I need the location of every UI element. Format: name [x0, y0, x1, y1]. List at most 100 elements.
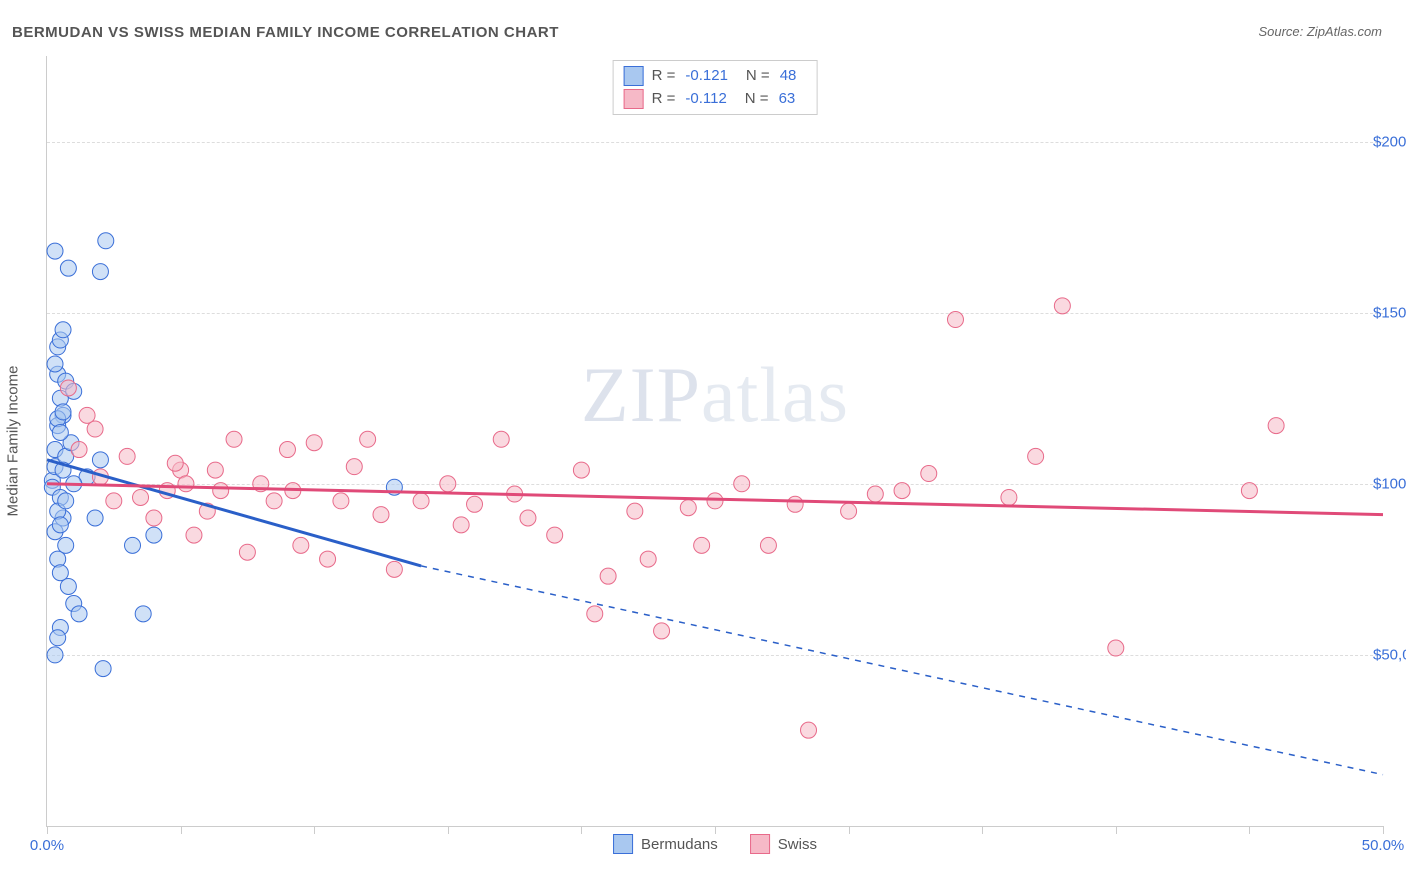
r-bermudans: -0.121 — [685, 65, 728, 88]
data-point — [787, 496, 803, 512]
n-swiss: 63 — [779, 88, 796, 111]
data-point — [87, 421, 103, 437]
data-point — [1268, 418, 1284, 434]
swatch-swiss — [624, 89, 644, 109]
data-point — [55, 404, 71, 420]
y-axis-title: Median Family Income — [5, 366, 22, 517]
data-point — [92, 452, 108, 468]
trend-line-extrapolated — [421, 566, 1383, 775]
legend-swatch-bermudans — [613, 834, 633, 854]
data-point — [320, 551, 336, 567]
data-point — [135, 606, 151, 622]
scatter-svg — [47, 56, 1383, 826]
stats-row-bermudans: R = -0.121 N = 48 — [624, 65, 807, 88]
data-point — [1108, 640, 1124, 656]
data-point — [547, 527, 563, 543]
data-point — [52, 424, 68, 440]
x-tick — [1383, 826, 1384, 834]
data-point — [50, 630, 66, 646]
data-point — [213, 483, 229, 499]
data-point — [306, 435, 322, 451]
x-tick — [47, 826, 48, 834]
data-point — [186, 527, 202, 543]
data-point — [47, 356, 63, 372]
data-point — [587, 606, 603, 622]
x-tick — [314, 826, 315, 834]
x-tick — [1249, 826, 1250, 834]
x-tick — [181, 826, 182, 834]
chart-title: BERMUDAN VS SWISS MEDIAN FAMILY INCOME C… — [12, 24, 559, 41]
data-point — [98, 233, 114, 249]
data-point — [125, 537, 141, 553]
data-point — [60, 260, 76, 276]
data-point — [760, 537, 776, 553]
data-point — [467, 496, 483, 512]
data-point — [707, 493, 723, 509]
data-point — [360, 431, 376, 447]
data-point — [146, 527, 162, 543]
data-point — [493, 431, 509, 447]
data-point — [71, 606, 87, 622]
data-point — [178, 476, 194, 492]
plot-area: Median Family Income ZIPatlas $50,000$10… — [46, 56, 1383, 827]
data-point — [119, 448, 135, 464]
data-point — [60, 578, 76, 594]
data-point — [440, 476, 456, 492]
data-point — [1054, 298, 1070, 314]
data-point — [801, 722, 817, 738]
data-point — [266, 493, 282, 509]
trend-line — [47, 460, 421, 566]
data-point — [239, 544, 255, 560]
data-point — [226, 431, 242, 447]
data-point — [694, 537, 710, 553]
data-point — [1028, 448, 1044, 464]
data-point — [71, 442, 87, 458]
data-point — [346, 459, 362, 475]
data-point — [627, 503, 643, 519]
data-point — [60, 380, 76, 396]
data-point — [146, 510, 162, 526]
legend: Bermudans Swiss — [613, 834, 817, 854]
data-point — [1241, 483, 1257, 499]
data-point — [92, 264, 108, 280]
source-attribution: Source: ZipAtlas.com — [1258, 24, 1382, 39]
data-point — [50, 551, 66, 567]
legend-swatch-swiss — [750, 834, 770, 854]
data-point — [867, 486, 883, 502]
data-point — [52, 517, 68, 533]
stats-row-swiss: R = -0.112 N = 63 — [624, 88, 807, 111]
data-point — [333, 493, 349, 509]
stats-box: R = -0.121 N = 48 R = -0.112 N = 63 — [613, 60, 818, 115]
data-point — [133, 489, 149, 505]
data-point — [841, 503, 857, 519]
data-point — [87, 510, 103, 526]
data-point — [453, 517, 469, 533]
data-point — [106, 493, 122, 509]
data-point — [520, 510, 536, 526]
x-tick — [1116, 826, 1117, 834]
data-point — [1001, 489, 1017, 505]
data-point — [47, 647, 63, 663]
legend-label-bermudans: Bermudans — [641, 836, 718, 853]
x-tick — [448, 826, 449, 834]
x-tick-label: 0.0% — [30, 837, 64, 854]
data-point — [167, 455, 183, 471]
data-point — [413, 493, 429, 509]
trend-line — [47, 484, 1383, 515]
x-tick — [715, 826, 716, 834]
data-point — [734, 476, 750, 492]
data-point — [386, 561, 402, 577]
x-tick — [581, 826, 582, 834]
data-point — [55, 322, 71, 338]
x-tick — [982, 826, 983, 834]
data-point — [293, 537, 309, 553]
data-point — [680, 500, 696, 516]
r-swiss: -0.112 — [685, 88, 726, 111]
data-point — [654, 623, 670, 639]
data-point — [279, 442, 295, 458]
data-point — [47, 243, 63, 259]
data-point — [573, 462, 589, 478]
data-point — [947, 312, 963, 328]
data-point — [921, 466, 937, 482]
data-point — [894, 483, 910, 499]
